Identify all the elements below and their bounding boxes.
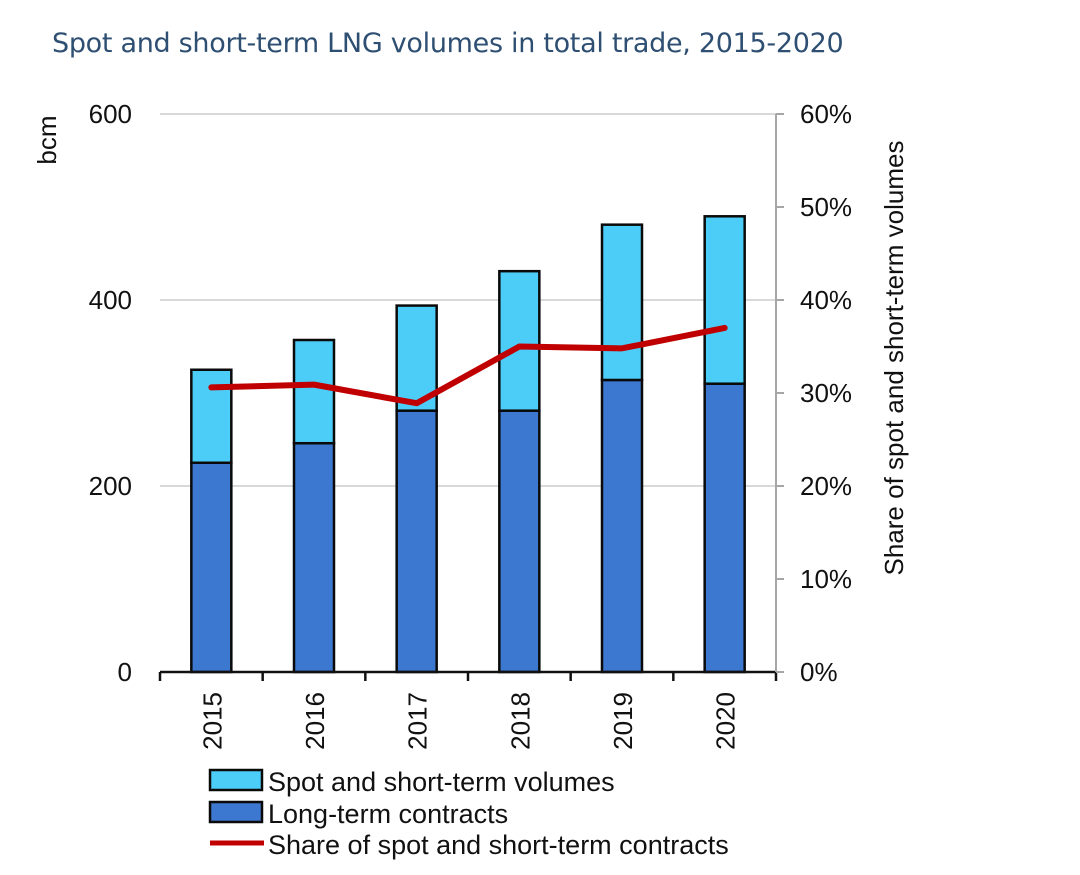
legend-item-spot: Spot and short-term volumes bbox=[208, 767, 615, 797]
legend-swatch-long-term bbox=[208, 800, 264, 824]
left-tick-label: 400 bbox=[89, 285, 132, 315]
legend-swatch-spot bbox=[208, 768, 264, 792]
legend-label-share: Share of spot and short-term contracts bbox=[268, 830, 729, 860]
x-tick-label: 2020 bbox=[711, 692, 741, 750]
legend: Spot and short-term volumes Long-term co… bbox=[208, 767, 729, 860]
bar-long-term bbox=[703, 382, 746, 674]
axes bbox=[158, 113, 784, 681]
legend-label-spot: Spot and short-term volumes bbox=[268, 767, 615, 797]
bar-long-term bbox=[395, 409, 438, 674]
x-tick-label: 2019 bbox=[608, 692, 638, 750]
tick-labels: 0 200 400 600 0% 10% 20% 30% 40% 50% 60% 2015 2016 20… bbox=[89, 99, 852, 750]
right-tick-label: 0% bbox=[800, 657, 838, 687]
right-tick-label: 30% bbox=[800, 378, 852, 408]
share-line-series bbox=[208, 324, 728, 407]
x-tick-label: 2016 bbox=[300, 692, 330, 750]
bars bbox=[190, 215, 746, 674]
bar-spot bbox=[292, 338, 336, 445]
legend-item-long-term: Long-term contracts bbox=[208, 799, 508, 829]
left-axis-title: bcm bbox=[32, 115, 62, 164]
right-tick-label: 20% bbox=[800, 471, 852, 501]
right-tick-label: 40% bbox=[800, 285, 852, 315]
left-tick-label: 600 bbox=[89, 99, 132, 129]
gridlines bbox=[160, 113, 776, 487]
bar-long-term bbox=[190, 461, 233, 674]
bar-spot bbox=[703, 215, 746, 385]
chart-title: Spot and short-term LNG volumes in total… bbox=[52, 28, 844, 59]
bar-spot bbox=[498, 269, 541, 412]
x-tick-label: 2018 bbox=[505, 692, 535, 750]
left-tick-label: 0 bbox=[118, 657, 132, 687]
x-tick-label: 2015 bbox=[197, 692, 227, 750]
legend-label-long-term: Long-term contracts bbox=[268, 799, 508, 829]
share-line bbox=[208, 324, 728, 407]
bar-long-term bbox=[600, 378, 644, 674]
right-tick-label: 60% bbox=[800, 99, 852, 129]
right-axis-title: Share of spot and short-term volumes bbox=[879, 141, 909, 576]
right-tick-label: 50% bbox=[800, 192, 852, 222]
left-tick-label: 200 bbox=[89, 471, 132, 501]
bar-long-term bbox=[498, 409, 541, 674]
x-tick-label: 2017 bbox=[403, 692, 433, 750]
right-tick-label: 10% bbox=[800, 564, 852, 594]
legend-item-share: Share of spot and short-term contracts bbox=[210, 830, 729, 860]
bar-spot bbox=[600, 223, 644, 382]
bar-long-term bbox=[292, 441, 336, 674]
bar-spot bbox=[190, 368, 233, 464]
